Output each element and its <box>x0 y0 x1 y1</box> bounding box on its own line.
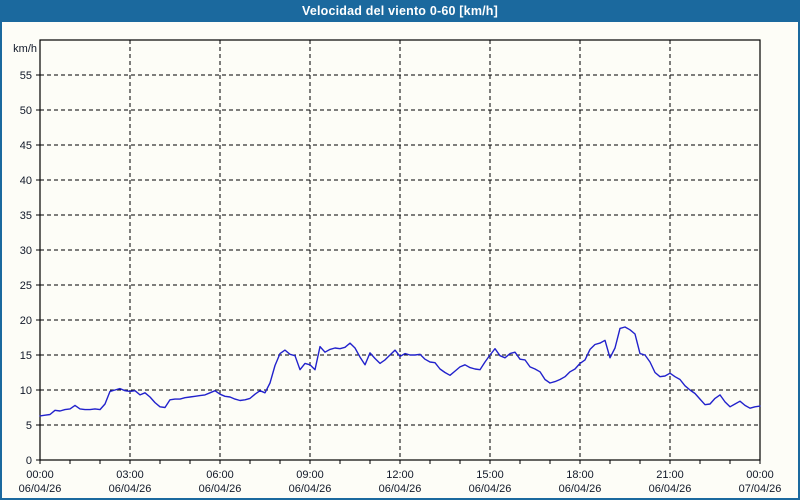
x-tick-time-label: 21:00 <box>656 469 684 481</box>
x-tick-time-label: 09:00 <box>296 469 324 481</box>
x-tick-time-label: 15:00 <box>476 469 504 481</box>
x-tick-time-label: 12:00 <box>386 469 414 481</box>
x-tick-date-label: 06/04/26 <box>19 483 62 495</box>
y-tick-label: 30 <box>20 245 32 257</box>
x-tick-date-label: 06/04/26 <box>109 483 152 495</box>
y-tick-label: 0 <box>26 455 32 467</box>
x-tick-time-label: 00:00 <box>746 469 774 481</box>
x-tick-time-label: 18:00 <box>566 469 594 481</box>
x-tick-date-label: 06/04/26 <box>289 483 332 495</box>
y-tick-label: 40 <box>20 175 32 187</box>
y-tick-label: 5 <box>26 420 32 432</box>
chart-area: 0510152025303540455055km/h00:0006/04/260… <box>2 22 798 498</box>
gridlines <box>40 40 760 460</box>
x-tick-time-label: 03:00 <box>116 469 144 481</box>
x-tick-time-label: 06:00 <box>206 469 234 481</box>
y-tick-label: 50 <box>20 105 32 117</box>
x-tick-date-label: 06/04/26 <box>199 483 242 495</box>
chart-window: Velocidad del viento 0-60 [km/h] 0 5 10 15 2… <box>0 0 800 500</box>
x-tick-date-label: 06/04/26 <box>379 483 422 495</box>
axis-ticks <box>36 75 760 464</box>
x-tick-date-label: 06/04/26 <box>559 483 602 495</box>
y-tick-label: 20 <box>20 315 32 327</box>
y-tick-label: 35 <box>20 210 32 222</box>
y-tick-label: 55 <box>20 70 32 82</box>
x-axis-labels: 00:00 06/04/26 03:00 06/04/26 06:00 06/04/26 0… <box>19 469 782 495</box>
x-tick-date-label: 07/04/26 <box>739 483 782 495</box>
x-tick-time-label: 00:00 <box>26 469 54 481</box>
x-tick-date-label: 06/04/26 <box>469 483 512 495</box>
chart-title-bar: Velocidad del viento 0-60 [km/h] <box>2 2 798 22</box>
y-tick-label: 25 <box>20 280 32 292</box>
y-tick-label: 10 <box>20 385 32 397</box>
y-axis-labels: 0 5 10 15 20 25 30 35 40 45 50 55 km/h <box>13 43 37 467</box>
y-tick-label: 45 <box>20 140 32 152</box>
x-tick-date-label: 06/04/26 <box>649 483 692 495</box>
y-tick-label: 15 <box>20 350 32 362</box>
wind-speed-chart: 0510152025303540455055km/h00:0006/04/260… <box>2 22 798 498</box>
y-axis-unit-label: km/h <box>13 43 37 55</box>
